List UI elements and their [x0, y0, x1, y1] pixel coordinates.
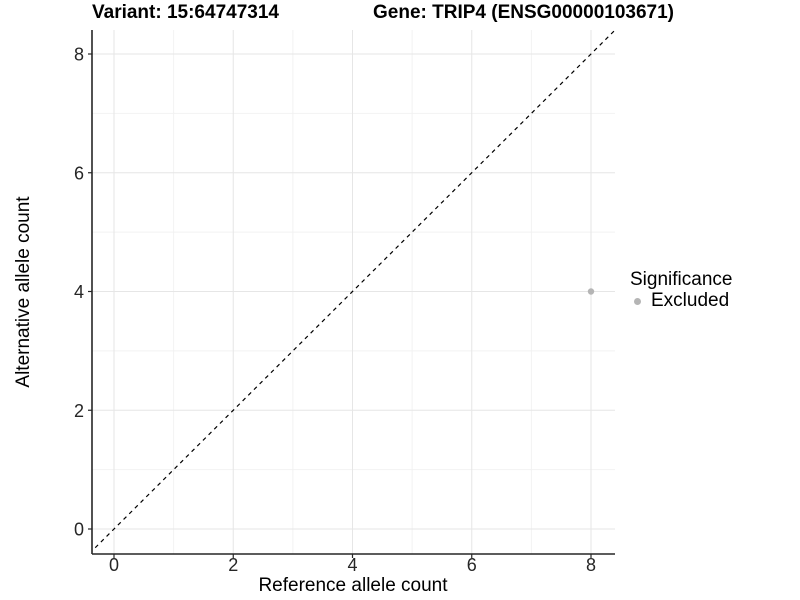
- data-point: [587, 288, 595, 295]
- gene-title: Gene: TRIP4 (ENSG00000103671): [373, 2, 674, 23]
- x-tick-label: 2: [228, 555, 238, 575]
- identity-dashed-line: [92, 30, 615, 552]
- y-tick-label: 6: [74, 163, 84, 183]
- legend: Significance Excluded: [630, 270, 732, 311]
- data-points: [587, 288, 595, 295]
- legend-entry-excluded: Excluded: [634, 291, 732, 311]
- y-tick-label: 8: [74, 45, 84, 65]
- x-tick-label: 6: [467, 555, 477, 575]
- x-tick-label: 8: [586, 555, 596, 575]
- tick-labels: 0 2 4 6 8 0 2 4 6 8: [74, 45, 596, 576]
- y-tick-label: 0: [74, 520, 84, 540]
- legend-title: Significance: [630, 269, 733, 290]
- legend-entry-label: Excluded: [651, 290, 730, 311]
- x-tick-label: 4: [347, 555, 357, 575]
- excluded-point-swatch-icon: [634, 297, 641, 305]
- tick-marks: [88, 53, 592, 558]
- x-axis-title: Reference allele count: [258, 575, 448, 596]
- gridlines: [92, 30, 615, 554]
- y-tick-label: 4: [74, 282, 84, 302]
- x-tick-label: 0: [109, 555, 119, 575]
- y-axis-title: Alternative allele count: [13, 196, 34, 388]
- y-tick-label: 2: [74, 401, 84, 421]
- variant-title: Variant: 15:64747314: [92, 2, 279, 23]
- identity-line-group: [92, 30, 615, 552]
